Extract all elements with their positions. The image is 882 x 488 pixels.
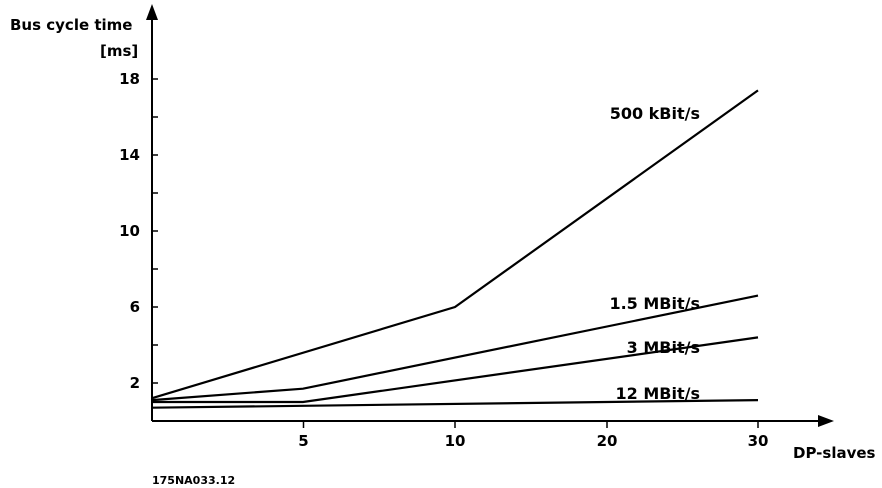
series-label: 1.5 MBit/s [609, 294, 700, 313]
x-tick-label: 30 [748, 432, 769, 450]
y-tick-label: 2 [130, 374, 140, 392]
x-axis-label: DP-slaves [793, 444, 876, 462]
x-ticks: 5 10 20 30 [298, 421, 768, 450]
x-tick-label: 5 [298, 432, 308, 450]
series-labels: 500 kBit/s 1.5 MBit/s 3 MBit/s 12 MBit/s [609, 104, 700, 403]
series-label: 500 kBit/s [610, 104, 700, 123]
x-tick-label: 20 [597, 432, 618, 450]
series-line [151, 399, 759, 409]
y-tick-label: 6 [130, 298, 140, 316]
series-label: 12 MBit/s [616, 384, 700, 403]
series-line [151, 294, 759, 402]
y-tick-label: 14 [119, 146, 140, 164]
x-tick-label: 10 [445, 432, 466, 450]
y-tick-label: 18 [119, 70, 140, 88]
y-tick-label: 10 [119, 222, 140, 240]
series-line [151, 89, 759, 400]
axes [146, 4, 834, 427]
series-line [152, 336, 759, 404]
y-ticks: 2 6 10 14 18 [119, 70, 158, 392]
y-axis-label: Bus cycle time [10, 16, 132, 34]
x-axis-arrow-icon [818, 415, 834, 427]
figure-code: 175NA033.12 [152, 474, 235, 487]
series-lines [151, 89, 759, 409]
series-label: 3 MBit/s [627, 338, 700, 357]
y-axis-unit: [ms] [100, 42, 138, 60]
y-axis-arrow-icon [146, 4, 158, 20]
